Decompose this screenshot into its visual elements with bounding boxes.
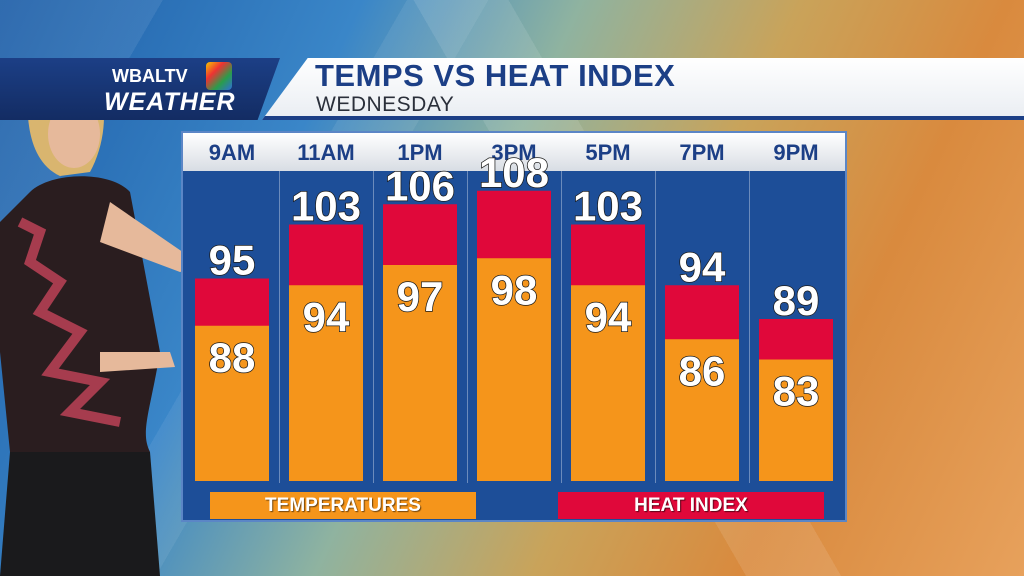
title-banner (262, 58, 1024, 120)
temperature-bar (477, 258, 551, 481)
logo-weather: WEATHER (104, 88, 236, 116)
bar-chart: 95 88 103 94 106 97 108 98 103 94 94 86 89 83 (195, 148, 833, 481)
column-divider (467, 171, 468, 483)
temperature-bar (571, 285, 645, 481)
chart-subtitle: WEDNESDAY (316, 93, 455, 116)
tick-label-9am: 9AM (208, 140, 256, 165)
legend-temperatures: TEMPERATURES (210, 492, 476, 519)
heat-index-value-label: 95 (209, 237, 256, 284)
column-divider (561, 171, 562, 483)
column-divider (373, 171, 374, 483)
tick-label-11am: 11AM (297, 140, 355, 165)
temperature-value-label: 83 (773, 368, 820, 415)
temperature-value-label: 94 (303, 293, 350, 340)
logo-station: WBALTV (112, 66, 188, 86)
tick-label-5pm: 5PM (585, 140, 631, 165)
chart-panel: 9AM 11AM 1PM 3PM 5PM 7PM 9PM 95 88 103 94 106 97 108… (181, 131, 847, 522)
heat-index-value-label: 103 (291, 183, 361, 230)
heat-index-value-label: 94 (679, 243, 726, 290)
temperature-bar (195, 325, 269, 481)
temperature-value-label: 98 (491, 266, 538, 313)
temperature-bar (665, 339, 739, 481)
column-divider (279, 171, 280, 483)
tick-label-1pm: 1PM (397, 140, 443, 165)
tick-label-3pm: 3PM (491, 140, 537, 165)
tick-label-7pm: 7PM (679, 140, 725, 165)
presenter-figure (0, 63, 200, 576)
column-divider (749, 171, 750, 483)
heat-index-value-label: 108 (479, 149, 549, 196)
temperature-bar (759, 359, 833, 481)
temperature-value-label: 88 (209, 334, 256, 381)
temperature-bar (383, 265, 457, 481)
legend-heat-index: HEAT INDEX (558, 492, 824, 519)
heat-index-value-label: 103 (573, 183, 643, 230)
tick-label-9pm: 9PM (773, 140, 819, 165)
nbc-peacock-icon (206, 62, 232, 90)
station-logo-box (0, 58, 280, 120)
temperature-value-label: 94 (585, 293, 632, 340)
temperature-value-label: 97 (397, 273, 444, 320)
column-divider (655, 171, 656, 483)
temperature-value-label: 86 (679, 347, 726, 394)
hours-header (183, 133, 845, 171)
chart-title: TEMPS VS HEAT INDEX (315, 58, 676, 93)
heat-index-value-label: 89 (773, 277, 820, 324)
heat-index-value-label: 106 (385, 162, 455, 209)
temperature-bar (289, 285, 363, 481)
